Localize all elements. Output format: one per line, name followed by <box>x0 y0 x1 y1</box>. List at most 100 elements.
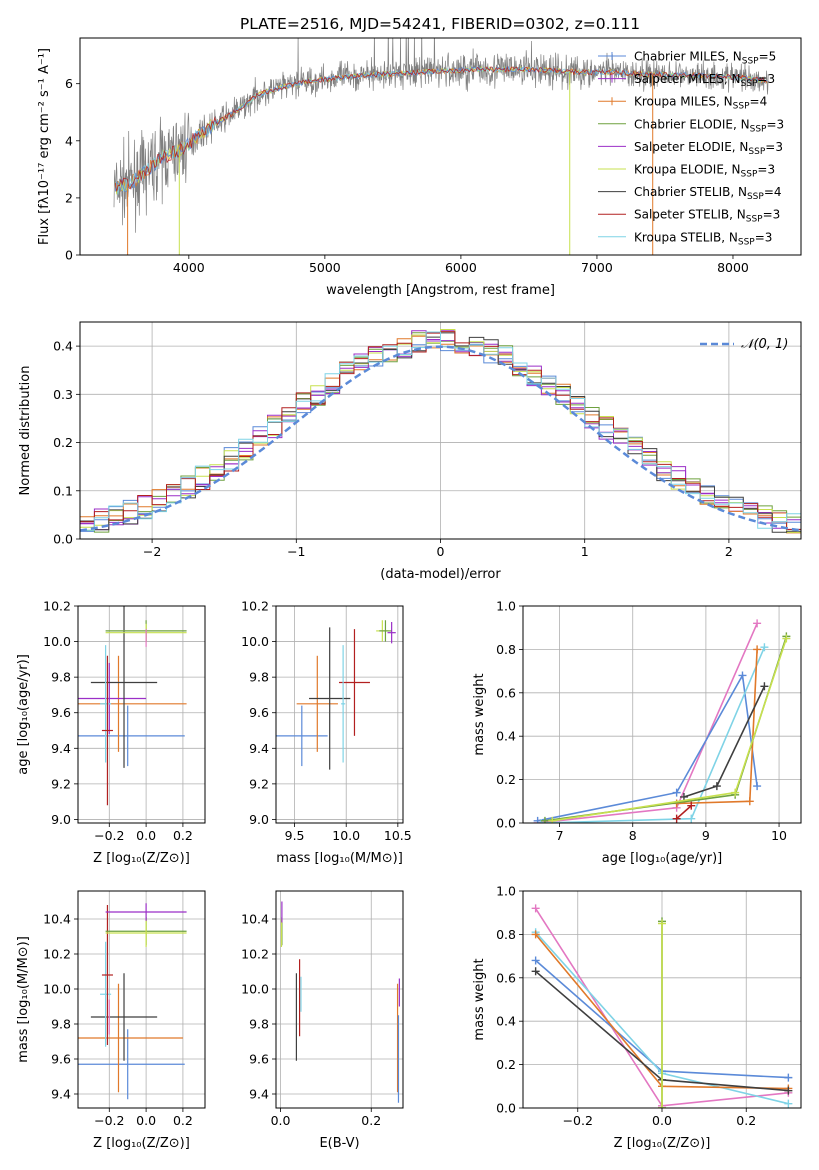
legend-label-value: =4 <box>764 185 782 199</box>
y-tick-label: 9.4 <box>249 741 269 756</box>
y-tick-label: 0.2 <box>496 1057 516 1072</box>
y-tick-label: 0.6 <box>496 970 516 985</box>
legend-label-subscript: SSP <box>741 170 758 180</box>
y-tick-label: 0.2 <box>53 435 73 450</box>
plot-area <box>531 904 793 1108</box>
histogram-step <box>80 331 801 531</box>
x-tick-label: 2 <box>725 544 733 559</box>
weight-marker <box>687 814 696 823</box>
x-axis-label: (data-model)/error <box>380 567 501 582</box>
weight-marker <box>531 956 540 965</box>
legend-label-subscript: SSP <box>747 192 764 202</box>
y-axis-label: age [log₁₀(age/yr)] <box>16 654 31 775</box>
x-tick-label: 5000 <box>309 260 341 275</box>
y-axis-label: mass weight <box>472 958 487 1040</box>
y-tick-label: 9.4 <box>249 1087 269 1102</box>
plot-area <box>113 38 769 255</box>
y-tick-label: 9.0 <box>249 812 269 827</box>
x-axis-label: mass [log₁₀(M/M⊙)] <box>276 851 403 866</box>
y-tick-label: 9.8 <box>51 1017 71 1032</box>
y-axis-label: mass weight <box>472 673 487 755</box>
x-tick-label: −2 <box>143 544 161 559</box>
axes-frame <box>79 321 802 540</box>
weight-marker <box>679 792 688 801</box>
weight-marker <box>672 814 681 823</box>
y-axis-label: Normed distribution <box>18 366 33 496</box>
x-tick-label: 1 <box>581 544 589 559</box>
y-tick-label: 1.0 <box>496 599 516 614</box>
x-axis-label: Z [log₁₀(Z/Z⊙)] <box>614 1136 711 1151</box>
weight-marker <box>540 816 549 823</box>
legend-label-subscript: SSP <box>748 147 765 157</box>
weight-marker <box>782 634 791 643</box>
weight-marker <box>658 919 666 928</box>
panel-weight_vs_age: 7 8 9 10 0.0 0.2 0.4 0.6 0.8 1.0 age [log₁₀(age/yr… <box>472 599 802 866</box>
weight-marker <box>753 619 762 628</box>
weight-line <box>676 805 692 820</box>
y-tick-label: 0 <box>65 248 73 263</box>
legend-label: Chabrier ELODIE, NSSP=3 <box>634 117 784 134</box>
x-tick-label: −1 <box>287 544 305 559</box>
legend-label-value: =3 <box>765 140 783 154</box>
plot-area <box>80 329 801 539</box>
x-tick-label: 0.0 <box>136 828 156 843</box>
x-tick-label: 0.0 <box>652 1113 672 1128</box>
y-tick-label: 9.6 <box>249 1052 269 1067</box>
y-tick-label: 9.6 <box>51 1052 71 1067</box>
weight-marker <box>760 643 769 652</box>
y-tick-label: 1.0 <box>496 884 516 899</box>
legend-label-subscript: SSP <box>746 215 763 225</box>
axes-frame <box>522 605 802 824</box>
y-tick-label: 6 <box>65 76 73 91</box>
weight-marker <box>784 1073 793 1082</box>
legend-label: Kroupa MILES, NSSP=4 <box>634 95 767 112</box>
weight-marker <box>531 904 540 913</box>
y-tick-label: 10.2 <box>241 599 269 614</box>
y-tick-label: 10.0 <box>43 982 71 997</box>
y-tick-label: 9.4 <box>51 1087 71 1102</box>
legend-label: Kroupa ELODIE, NSSP=3 <box>634 163 775 180</box>
weight-marker <box>712 782 721 791</box>
y-tick-label: 10.4 <box>241 912 269 927</box>
normal-curve <box>80 345 801 532</box>
y-axis-label: Flux [fλ10⁻¹⁷ erg cm⁻² s⁻¹ A⁻¹] <box>37 48 52 245</box>
y-tick-label: 10.4 <box>43 912 71 927</box>
y-tick-label: 0.0 <box>53 532 73 547</box>
axes-frame <box>77 890 206 1109</box>
y-tick-label: 9.8 <box>249 1017 269 1032</box>
y-tick-label: 0.8 <box>496 927 516 942</box>
weight-marker <box>687 801 696 810</box>
legend-label-subscript: SSP <box>733 102 750 112</box>
x-axis-label: Z [log₁₀(Z/Z⊙)] <box>93 1136 190 1151</box>
x-tick-label: 0 <box>437 544 445 559</box>
legend-label-value: =5 <box>759 50 777 64</box>
x-tick-label: 7000 <box>581 260 613 275</box>
weight-marker <box>753 782 762 791</box>
x-tick-label: 0.0 <box>271 1113 291 1128</box>
y-tick-label: 10.2 <box>43 947 71 962</box>
x-tick-label: 7 <box>556 828 564 843</box>
weight-marker <box>745 797 754 806</box>
x-tick-label: 0.2 <box>361 1113 381 1128</box>
y-tick-label: 0.6 <box>496 685 516 700</box>
panel-mass_vs_ebv: 0.0 0.2 9.4 9.6 9.8 10.0 10.2 10.4 E(B-V) <box>241 890 404 1151</box>
panel-spectrum: 4000 5000 6000 7000 8000 0 2 4 6 wavelength [Angs… <box>37 37 802 298</box>
y-tick-label: 0.0 <box>496 1101 516 1116</box>
y-tick-label: 0.4 <box>53 339 73 354</box>
weight-line <box>537 623 758 823</box>
panel-residuals: −2 −1 0 1 2 0.0 0.1 0.2 0.3 0.4 (data-model)/error… <box>18 321 802 582</box>
y-tick-label: 0.4 <box>496 729 516 744</box>
plot-area <box>280 901 400 1103</box>
weight-marker <box>731 788 740 797</box>
x-tick-label: 10 <box>771 828 787 843</box>
axes-frame <box>522 890 802 1109</box>
x-tick-label: 9 <box>702 828 710 843</box>
legend-label: 𝒩(0, 1) <box>741 337 788 352</box>
x-tick-label: 10.0 <box>332 828 360 843</box>
x-tick-label: 9.5 <box>285 828 305 843</box>
axes-frame <box>275 605 404 824</box>
y-tick-label: 0.4 <box>496 1014 516 1029</box>
weight-marker <box>753 645 762 654</box>
panel-weight_vs_Z: −0.2 0.0 0.2 0.0 0.2 0.4 0.6 0.8 1.0 Z [log₁₀(Z/Z… <box>472 884 802 1151</box>
